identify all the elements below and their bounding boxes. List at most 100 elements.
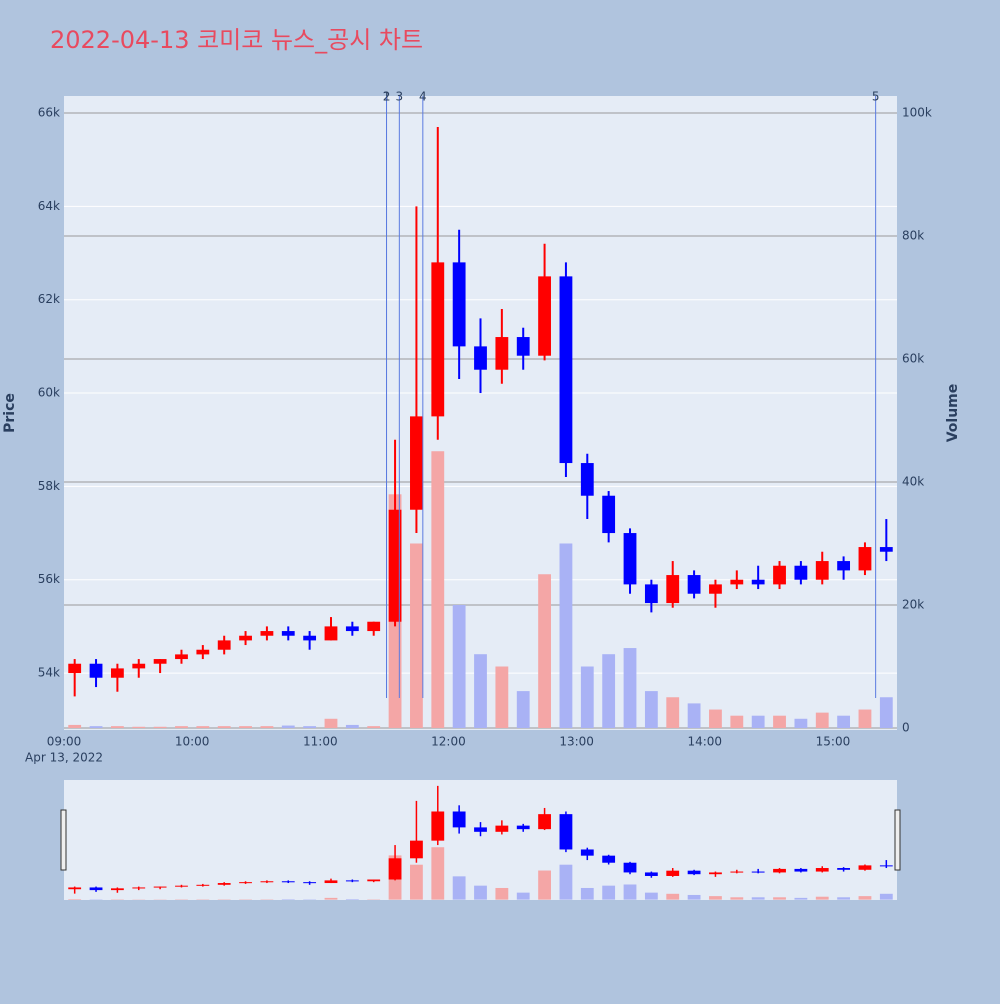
volume-bar (816, 713, 829, 728)
slider-candle-body (325, 880, 338, 883)
slider-volume-bar (581, 888, 594, 900)
slider-candle-body (816, 868, 829, 872)
slider-candle-body (261, 881, 274, 882)
slider-candle-body (175, 886, 188, 887)
slider-candle-body (474, 827, 487, 831)
y-tick-label: 56k (38, 572, 60, 586)
slider-volume-bar (453, 876, 466, 899)
slider-volume-bar (837, 897, 850, 899)
candle-body (431, 262, 444, 416)
slider-volume-bar (645, 893, 658, 900)
candle-body (367, 622, 380, 631)
volume-bar (880, 697, 893, 728)
volume-bar (410, 543, 423, 728)
slider-volume-bar (474, 886, 487, 900)
volume-bar (218, 726, 231, 728)
candle-body (730, 580, 743, 585)
slider-volume-bar (688, 895, 701, 900)
slider-volume-bar (709, 896, 722, 899)
slider-candle-body (90, 887, 103, 890)
slider-volume-bar (773, 897, 786, 899)
y2-tick-label: 0 (902, 721, 910, 735)
slider-volume-bar (495, 888, 508, 900)
slider-candle-body (709, 872, 722, 874)
slider-candle-body (196, 885, 209, 886)
candle-body (282, 631, 295, 636)
slider-candle-body (154, 887, 167, 888)
slider-candle-body (132, 887, 145, 888)
volume-bar (666, 697, 679, 728)
y-tick-label: 54k (38, 666, 60, 680)
candle-body (624, 533, 637, 584)
x-date-label: Apr 13, 2022 (25, 751, 103, 765)
x-tick-label: 10:00 (175, 735, 210, 749)
slider-candle-body (859, 865, 872, 869)
volume-bar (431, 451, 444, 728)
slider-volume-bar (325, 898, 338, 900)
volume-bar (560, 543, 573, 728)
volume-bar (709, 710, 722, 728)
candle-body (346, 626, 359, 631)
slider-candle-body (752, 872, 765, 873)
slider-volume-bar (666, 894, 679, 900)
annotation-label: 5 (872, 90, 880, 104)
candle-body (752, 580, 765, 585)
volume-bar (303, 726, 316, 728)
slider-candle-body (303, 882, 316, 883)
slider-volume-bar (880, 894, 893, 900)
volume-bar (68, 725, 81, 728)
y2-tick-label: 100k (902, 105, 932, 119)
x-tick-label: 14:00 (687, 735, 722, 749)
slider-candle-body (794, 869, 807, 872)
candle-body (837, 561, 850, 570)
volume-bar (261, 726, 274, 728)
volume-bar (175, 726, 188, 728)
candle-body (666, 575, 679, 603)
volume-bar (111, 726, 124, 728)
x-tick-label: 11:00 (303, 735, 338, 749)
volume-bar (581, 666, 594, 728)
volume-bar (474, 654, 487, 728)
volume-bar (453, 605, 466, 728)
candle-body (175, 654, 188, 659)
candle-body (688, 575, 701, 594)
candle-body (517, 337, 530, 356)
volume-bar (325, 719, 338, 728)
y2-tick-label: 40k (902, 474, 924, 488)
slider-candle-body (431, 811, 444, 840)
x-tick-label: 09:00 (47, 735, 82, 749)
candle-body (495, 337, 508, 370)
candle-body (218, 640, 231, 649)
volume-bar (688, 703, 701, 728)
slider-candle-body (453, 811, 466, 827)
candle-body (132, 664, 145, 669)
candle-body (560, 276, 573, 463)
candle-body (261, 631, 274, 636)
slider-candle-body (367, 880, 380, 882)
slider-candle-body (239, 882, 252, 883)
volume-bar (495, 666, 508, 728)
y2-tick-label: 20k (902, 597, 924, 611)
y2-axis-title: Volume (945, 384, 961, 443)
range-handle-right[interactable] (895, 810, 900, 870)
candle-body (773, 566, 786, 585)
volume-bar (346, 725, 359, 728)
volume-bar (367, 726, 380, 728)
slider-candle-body (111, 888, 124, 890)
range-slider[interactable] (64, 780, 897, 900)
candle-body (68, 664, 81, 673)
range-handle-left[interactable] (61, 810, 66, 870)
volume-bar (517, 691, 530, 728)
slider-candle-body (517, 826, 530, 830)
slider-candle-body (346, 880, 359, 881)
volume-bar (859, 710, 872, 728)
slider-candle-body (837, 868, 850, 870)
slider-candle-body (602, 856, 615, 863)
x-tick-label: 15:00 (816, 735, 851, 749)
volume-bar (132, 727, 145, 728)
y2-tick-label: 60k (902, 351, 924, 365)
slider-candle-body (389, 858, 402, 879)
slider-candle-body (730, 872, 743, 873)
candle-body (196, 650, 209, 655)
candle-body (474, 346, 487, 369)
